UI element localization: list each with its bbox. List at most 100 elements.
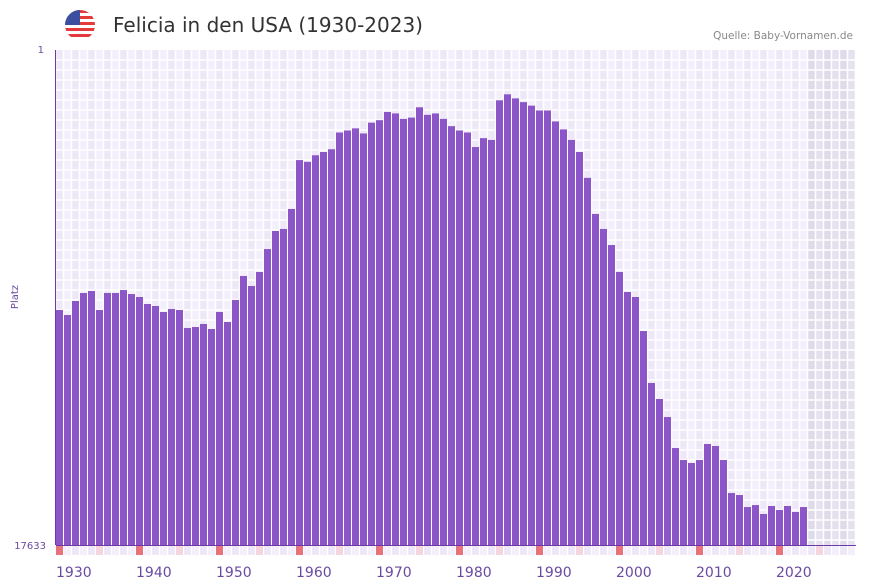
year-marker (296, 546, 303, 555)
grid-column (72, 50, 80, 545)
grid-column (728, 50, 736, 545)
year-marker (840, 546, 847, 555)
year-marker (104, 546, 111, 555)
bar-1944 (168, 309, 175, 545)
grid-column (784, 50, 792, 545)
bar-1970 (376, 120, 383, 545)
grid-column (808, 50, 816, 545)
year-marker (664, 546, 671, 555)
bar-1974 (408, 117, 415, 546)
year-marker (696, 546, 703, 555)
year-marker (312, 546, 319, 555)
bar-1978 (440, 118, 447, 546)
year-marker (456, 546, 463, 555)
year-marker (512, 546, 519, 555)
bar-2002 (632, 297, 639, 545)
bar-1973 (400, 118, 407, 546)
year-marker (144, 546, 151, 555)
x-tick-label-1960: 1960 (296, 565, 332, 581)
bar-1955 (256, 271, 263, 545)
bar-2020 (776, 509, 783, 545)
bar-1967 (352, 128, 359, 545)
bar-2006 (664, 417, 671, 545)
grid-column (816, 50, 824, 545)
bar-1966 (344, 130, 351, 545)
grid-column (704, 50, 712, 545)
bar-2018 (760, 514, 767, 545)
year-marker (376, 546, 383, 555)
bar-1963 (320, 152, 327, 545)
x-tick-label-1980: 1980 (456, 565, 492, 581)
bar-1954 (248, 285, 255, 545)
grid-column (192, 50, 200, 545)
bar-1983 (480, 138, 487, 546)
year-marker (472, 546, 479, 555)
bar-2013 (720, 460, 727, 545)
year-marker (688, 546, 695, 555)
grid-column (96, 50, 104, 545)
grid-column (208, 50, 216, 545)
grid-column (216, 50, 224, 545)
bar-1943 (160, 311, 167, 545)
grid-column (640, 50, 648, 545)
bar-1933 (80, 293, 87, 545)
x-tick-label-1940: 1940 (136, 565, 172, 581)
year-marker (584, 546, 591, 555)
bar-2000 (616, 271, 623, 545)
year-marker (784, 546, 791, 555)
year-marker (240, 546, 247, 555)
grid-column (176, 50, 184, 545)
year-marker (392, 546, 399, 555)
year-marker (752, 546, 759, 555)
bar-1992 (552, 121, 559, 545)
bar-2014 (728, 493, 735, 545)
year-marker (808, 546, 815, 555)
bar-2004 (648, 383, 655, 545)
bar-2008 (680, 460, 687, 545)
year-marker (192, 546, 199, 555)
year-marker (432, 546, 439, 555)
x-tick-label-1950: 1950 (216, 565, 252, 581)
year-marker (288, 546, 295, 555)
bar-1935 (96, 310, 103, 545)
bar-1941 (144, 304, 151, 545)
year-marker (480, 546, 487, 555)
bar-1957 (272, 230, 279, 545)
year-marker (768, 546, 775, 555)
year-marker (568, 546, 575, 555)
grid-column (656, 50, 664, 545)
bar-2001 (624, 291, 631, 545)
source-label: Quelle: Baby-Vornamen.de (713, 30, 853, 42)
bar-1986 (504, 94, 511, 545)
grid-column (664, 50, 672, 545)
year-marker (656, 546, 663, 555)
year-marker (776, 546, 783, 555)
year-marker (720, 546, 727, 555)
year-marker (744, 546, 751, 555)
bar-1977 (432, 113, 439, 545)
bar-2017 (752, 505, 759, 545)
year-marker (816, 546, 823, 555)
grid-column (848, 50, 856, 545)
x-tick-label-2020: 2020 (776, 565, 812, 581)
grid-column (776, 50, 784, 545)
year-marker (336, 546, 343, 555)
bar-1947 (192, 327, 199, 545)
grid-column (712, 50, 720, 545)
bar-1936 (104, 293, 111, 545)
year-marker (672, 546, 679, 555)
y-tick-label-bottom: 17633 (14, 541, 46, 552)
bar-1969 (368, 122, 375, 545)
year-marker (224, 546, 231, 555)
bar-1959 (288, 208, 295, 545)
us-flag-icon (65, 10, 95, 40)
grid-column (224, 50, 232, 545)
year-marker (760, 546, 767, 555)
bar-1956 (264, 249, 271, 545)
bar-1939 (128, 294, 135, 545)
year-marker (824, 546, 831, 555)
bar-2003 (640, 331, 647, 545)
year-marker (368, 546, 375, 555)
grid-column (64, 50, 72, 545)
year-marker (520, 546, 527, 555)
